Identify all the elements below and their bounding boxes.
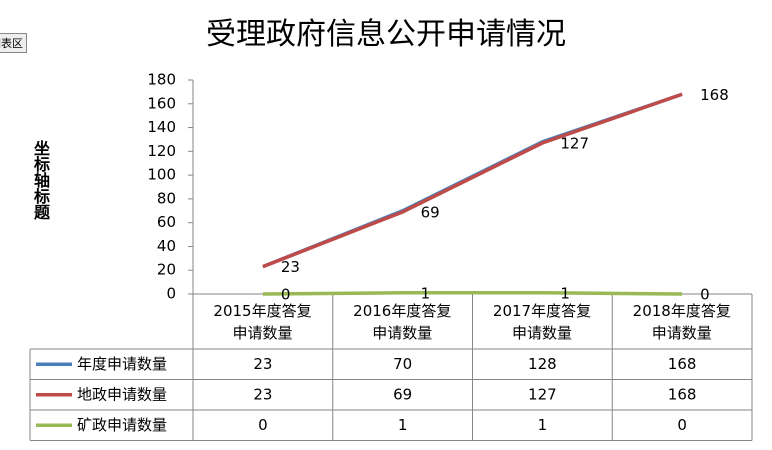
table-cell: 0 (258, 416, 268, 434)
y-tick-label: 40 (157, 237, 176, 255)
table-cell: 168 (668, 385, 697, 403)
table-cell: 0 (677, 416, 687, 434)
legend-label: 地政申请数量 (77, 385, 167, 403)
y-tick-label: 160 (147, 94, 176, 112)
chart-title: 受理政府信息公开申请情况 (206, 17, 566, 52)
y-tick-label: 120 (147, 142, 176, 160)
data-label: 127 (560, 135, 589, 153)
data-label: 23 (281, 258, 300, 276)
data-label: 0 (281, 286, 291, 304)
table-cell: 69 (393, 385, 412, 403)
table-cell: 23 (253, 385, 272, 403)
data-label: 0 (700, 286, 710, 304)
data-label: 69 (421, 203, 440, 221)
category-header: 2016年度答复申请数量 (353, 302, 452, 342)
y-tick-label: 180 (147, 71, 176, 89)
category-header: 2018年度答复申请数量 (632, 302, 731, 342)
table-cell: 1 (538, 416, 548, 434)
series-line (262, 291, 683, 296)
data-label: 168 (700, 86, 729, 104)
table-cell: 23 (253, 355, 272, 373)
table-cell: 168 (668, 355, 697, 373)
y-tick-label: 60 (157, 213, 176, 231)
y-tick-label: 100 (147, 166, 176, 184)
table-cell: 70 (393, 355, 412, 373)
category-header: 2015年度答复申请数量 (213, 302, 312, 342)
y-tick-label: 80 (157, 189, 176, 207)
table-cell: 128 (528, 355, 557, 373)
y-tick-label: 0 (166, 285, 176, 303)
legend-label: 矿政申请数量 (77, 416, 167, 434)
series-line (262, 92, 683, 269)
table-cell: 127 (528, 385, 557, 403)
chart-area-tag: 图表区 (0, 33, 27, 53)
legend-label: 年度申请数量 (77, 355, 167, 373)
y-tick-label: 140 (147, 118, 176, 136)
data-label: 1 (560, 284, 570, 302)
table-cell: 1 (398, 416, 408, 434)
y-tick-label: 20 (157, 261, 176, 279)
data-label: 1 (421, 284, 431, 302)
y-axis-title: 坐标轴标题 (31, 140, 50, 220)
category-header: 2017年度答复申请数量 (492, 302, 592, 342)
